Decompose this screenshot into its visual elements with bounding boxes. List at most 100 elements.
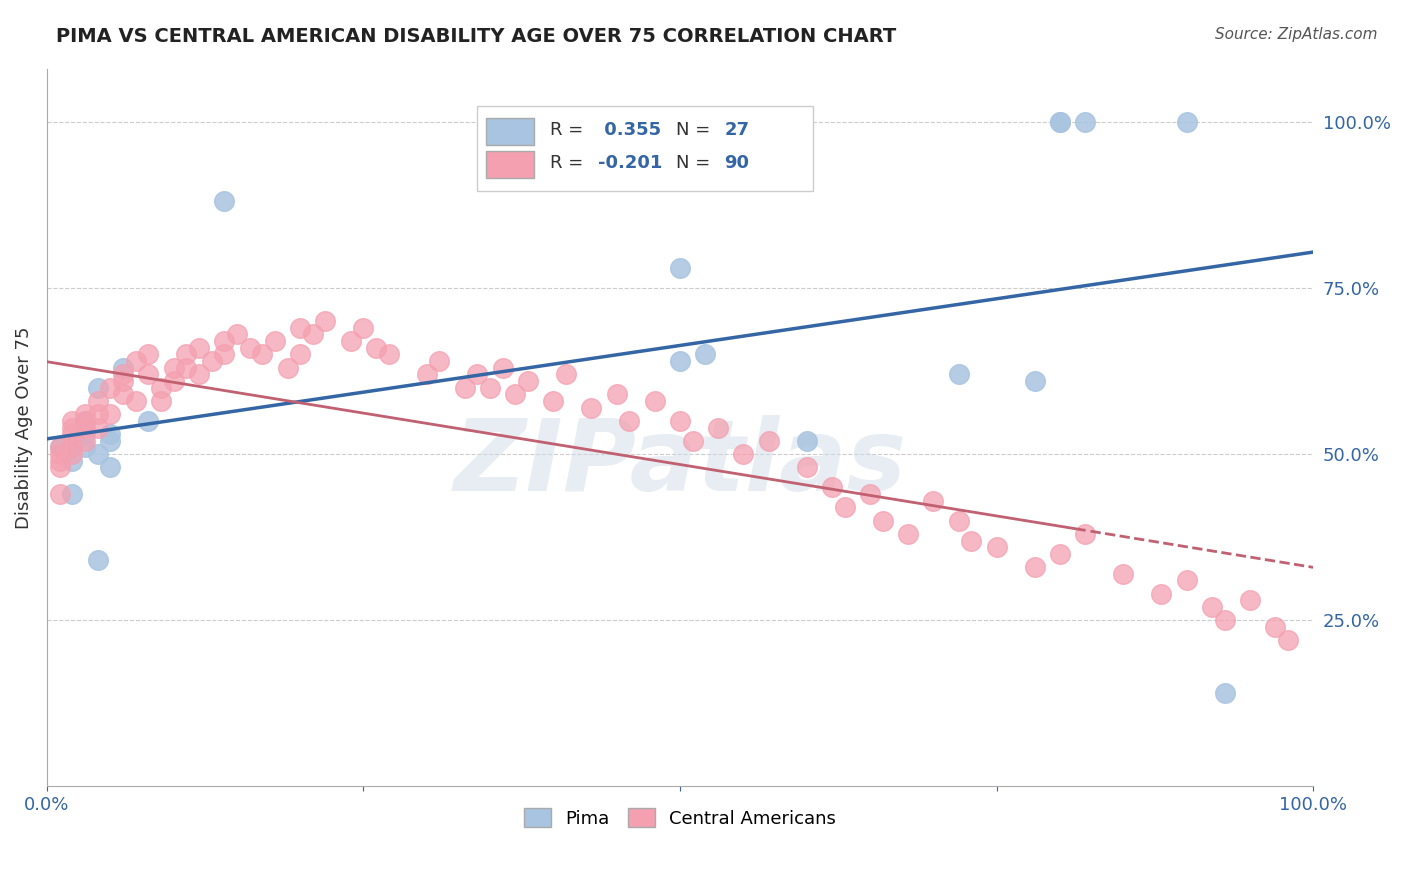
Point xyxy=(695,347,717,361)
Point xyxy=(796,460,818,475)
Point xyxy=(86,420,108,434)
Point xyxy=(98,460,121,475)
Point xyxy=(1049,114,1071,128)
Point xyxy=(1201,599,1223,614)
Point xyxy=(48,441,70,455)
Point xyxy=(136,347,159,361)
Point xyxy=(73,427,96,442)
Point xyxy=(187,341,209,355)
Point xyxy=(98,427,121,442)
FancyBboxPatch shape xyxy=(486,151,534,178)
Point xyxy=(60,441,83,455)
Point xyxy=(86,447,108,461)
Text: R =: R = xyxy=(550,120,589,138)
Point xyxy=(136,414,159,428)
Point xyxy=(1074,527,1097,541)
Point xyxy=(1175,114,1198,128)
Point xyxy=(353,320,375,334)
Point xyxy=(111,360,134,375)
Text: Source: ZipAtlas.com: Source: ZipAtlas.com xyxy=(1215,27,1378,42)
Point xyxy=(73,414,96,428)
Point xyxy=(111,368,134,382)
Point xyxy=(60,441,83,455)
Point xyxy=(73,407,96,421)
Point xyxy=(60,427,83,442)
Point xyxy=(758,434,780,448)
Point xyxy=(1150,587,1173,601)
Point xyxy=(1112,566,1135,581)
Point xyxy=(60,487,83,501)
Point xyxy=(366,341,388,355)
Point xyxy=(859,487,882,501)
Point xyxy=(429,354,451,368)
Point xyxy=(834,500,856,515)
Point xyxy=(340,334,363,348)
Point xyxy=(733,447,755,461)
Point xyxy=(174,360,197,375)
Point xyxy=(250,347,273,361)
Point xyxy=(1277,633,1299,648)
Point xyxy=(212,347,235,361)
Point xyxy=(960,533,983,548)
Text: PIMA VS CENTRAL AMERICAN DISABILITY AGE OVER 75 CORRELATION CHART: PIMA VS CENTRAL AMERICAN DISABILITY AGE … xyxy=(56,27,897,45)
Point xyxy=(986,540,1008,554)
Point xyxy=(238,341,260,355)
Text: N =: N = xyxy=(676,154,716,172)
Point xyxy=(1024,374,1046,388)
Point xyxy=(60,447,83,461)
Point xyxy=(1213,686,1236,700)
Point xyxy=(98,434,121,448)
Point xyxy=(60,420,83,434)
Y-axis label: Disability Age Over 75: Disability Age Over 75 xyxy=(15,326,32,529)
Point xyxy=(707,420,730,434)
Point xyxy=(124,354,146,368)
Point xyxy=(378,347,401,361)
Point xyxy=(111,374,134,388)
Point xyxy=(479,381,502,395)
Point xyxy=(288,347,311,361)
Point xyxy=(1024,560,1046,574)
Point xyxy=(48,454,70,468)
Text: 90: 90 xyxy=(724,154,749,172)
Point xyxy=(48,460,70,475)
Point xyxy=(86,553,108,567)
Point xyxy=(505,387,527,401)
Point xyxy=(948,514,970,528)
Point xyxy=(111,387,134,401)
Point xyxy=(73,420,96,434)
Point xyxy=(682,434,704,448)
Point xyxy=(543,393,565,408)
Legend: Pima, Central Americans: Pima, Central Americans xyxy=(517,801,844,835)
Point xyxy=(669,354,692,368)
Point xyxy=(1239,593,1261,607)
Text: N =: N = xyxy=(676,120,716,138)
Point xyxy=(149,393,172,408)
Point xyxy=(555,368,578,382)
Point xyxy=(86,393,108,408)
Point xyxy=(276,360,298,375)
Point xyxy=(174,347,197,361)
Point xyxy=(796,434,818,448)
Point xyxy=(212,194,235,209)
Point xyxy=(149,381,172,395)
Point xyxy=(60,414,83,428)
Point xyxy=(872,514,894,528)
Point xyxy=(416,368,439,382)
Point xyxy=(467,368,489,382)
Point xyxy=(1074,114,1097,128)
Point xyxy=(48,487,70,501)
Point xyxy=(86,407,108,421)
Point xyxy=(454,381,477,395)
Point xyxy=(86,381,108,395)
Point xyxy=(492,360,515,375)
Point xyxy=(73,414,96,428)
Point xyxy=(124,393,146,408)
Text: 27: 27 xyxy=(724,120,749,138)
FancyBboxPatch shape xyxy=(478,106,813,191)
FancyBboxPatch shape xyxy=(486,118,534,145)
Point xyxy=(821,480,844,494)
Point xyxy=(98,381,121,395)
Text: -0.201: -0.201 xyxy=(598,154,662,172)
Point xyxy=(301,327,323,342)
Point xyxy=(644,393,666,408)
